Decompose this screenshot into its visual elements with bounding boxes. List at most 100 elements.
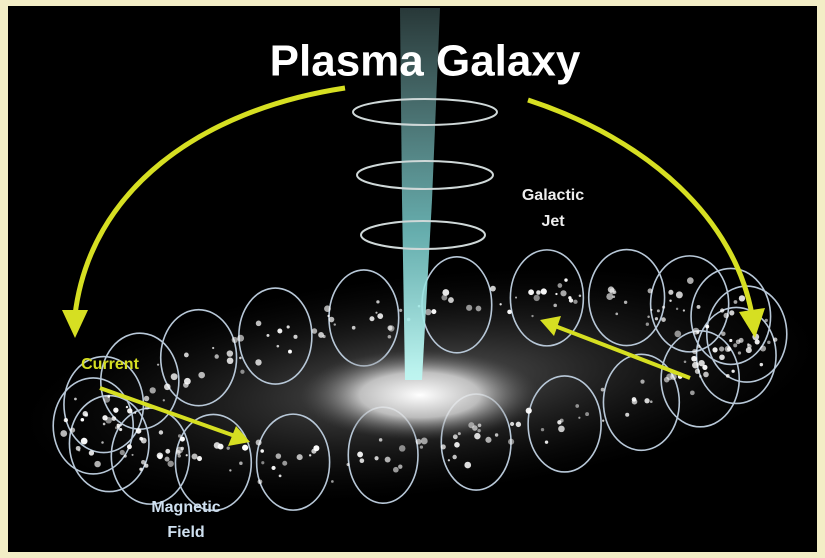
- star: [684, 360, 687, 363]
- star: [661, 317, 666, 322]
- star: [702, 365, 707, 370]
- star: [573, 300, 577, 304]
- star: [134, 412, 136, 414]
- star: [723, 313, 729, 319]
- star: [229, 469, 231, 471]
- star: [377, 313, 383, 319]
- star: [668, 290, 673, 295]
- star: [747, 343, 750, 346]
- star: [334, 323, 336, 325]
- star: [553, 304, 557, 308]
- star: [452, 455, 456, 459]
- star: [575, 404, 579, 408]
- star: [738, 351, 741, 354]
- star: [227, 350, 233, 356]
- star: [697, 305, 701, 309]
- star: [541, 428, 544, 431]
- star: [676, 291, 683, 298]
- star: [113, 407, 118, 412]
- star: [720, 308, 724, 312]
- star: [755, 339, 760, 344]
- star: [279, 474, 282, 477]
- star: [131, 454, 133, 456]
- star: [687, 277, 694, 284]
- star: [232, 337, 238, 343]
- star: [767, 341, 770, 344]
- star: [136, 428, 142, 434]
- star: [256, 321, 262, 327]
- star: [448, 297, 454, 303]
- star: [731, 370, 734, 373]
- star: [184, 353, 189, 358]
- star: [560, 290, 566, 296]
- star: [719, 346, 724, 351]
- star: [347, 463, 350, 466]
- star: [610, 288, 616, 294]
- star: [312, 328, 318, 334]
- star: [141, 460, 146, 465]
- current-label: Current: [81, 356, 139, 373]
- star: [531, 315, 533, 317]
- star: [105, 417, 112, 424]
- star: [329, 317, 335, 323]
- star: [683, 309, 685, 311]
- star: [360, 458, 365, 463]
- star: [569, 298, 573, 302]
- star: [126, 406, 128, 408]
- star: [721, 331, 725, 335]
- star: [374, 456, 378, 460]
- star: [258, 479, 263, 484]
- star: [448, 459, 450, 461]
- star: [442, 289, 449, 296]
- star: [150, 387, 156, 393]
- star: [692, 328, 699, 335]
- star: [485, 437, 491, 443]
- star: [120, 450, 125, 455]
- star: [107, 395, 110, 398]
- star: [256, 440, 262, 446]
- star: [144, 464, 148, 468]
- star: [441, 444, 446, 449]
- star: [255, 359, 261, 365]
- star: [393, 467, 399, 473]
- star: [227, 357, 234, 364]
- star: [277, 345, 280, 348]
- star: [212, 347, 214, 349]
- star: [64, 418, 68, 422]
- star: [495, 433, 498, 436]
- star: [736, 339, 741, 344]
- star: [178, 434, 181, 437]
- star: [60, 430, 67, 437]
- star: [119, 428, 122, 431]
- star: [615, 312, 618, 315]
- star: [464, 462, 471, 469]
- star: [242, 445, 248, 451]
- star: [727, 347, 731, 351]
- star: [227, 446, 230, 449]
- star: [650, 400, 653, 403]
- star: [490, 286, 496, 292]
- star: [111, 416, 116, 421]
- star: [657, 309, 660, 312]
- star: [183, 382, 189, 388]
- star: [387, 325, 392, 330]
- star: [164, 384, 171, 391]
- star: [309, 454, 311, 456]
- star: [139, 468, 142, 471]
- star: [288, 350, 292, 354]
- star: [324, 305, 331, 312]
- star: [165, 457, 170, 462]
- star: [534, 295, 540, 301]
- star: [74, 398, 77, 401]
- field-label: Field: [167, 524, 204, 541]
- star: [115, 426, 118, 429]
- star: [237, 335, 244, 342]
- star: [726, 374, 730, 378]
- star: [331, 480, 334, 483]
- star: [192, 454, 198, 460]
- star: [705, 325, 709, 329]
- star: [585, 412, 589, 416]
- star: [425, 309, 431, 315]
- star: [420, 446, 423, 449]
- star: [454, 442, 460, 448]
